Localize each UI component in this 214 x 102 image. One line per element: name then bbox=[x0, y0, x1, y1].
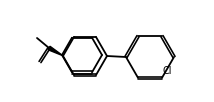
Text: Cl: Cl bbox=[163, 66, 172, 76]
Polygon shape bbox=[48, 46, 63, 56]
